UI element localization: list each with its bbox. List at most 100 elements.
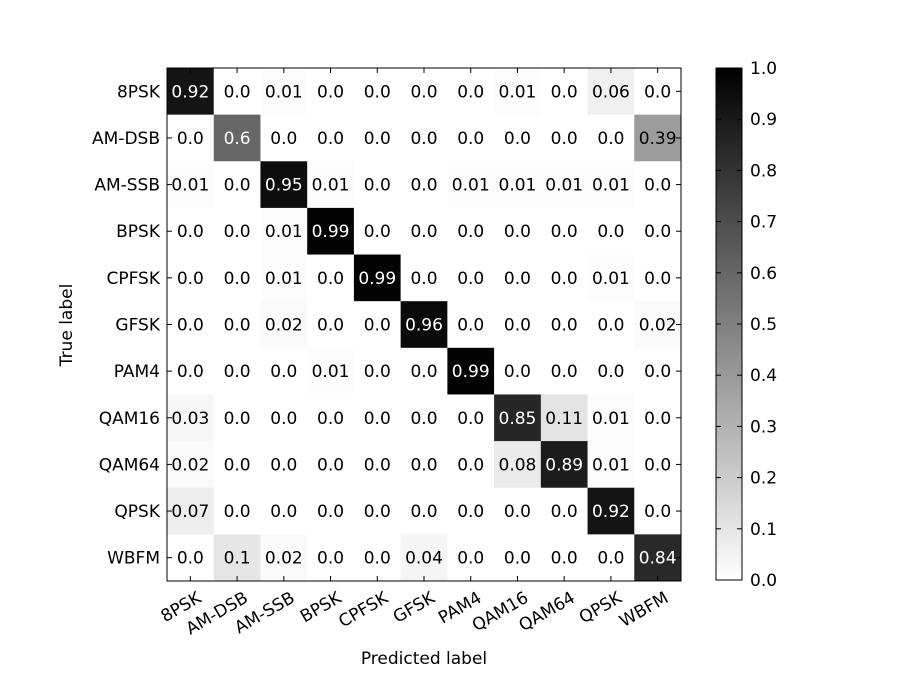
cell-value-label: 0.0 [504,502,531,522]
cell-value-label: 0.0 [270,362,297,382]
heatmap-cell [494,254,542,302]
cell-value-label: 0.0 [457,409,484,429]
heatmap-cell [494,207,542,256]
cell-value-label: 0.0 [551,362,578,382]
heatmap-cell [634,301,682,349]
cell-value-label: 0.0 [270,455,297,475]
heatmap-cell [307,68,355,116]
cell-value-label: 0.01 [499,82,537,102]
cell-value-label: 0.0 [410,129,437,149]
cell-value-label: 0.0 [410,362,437,382]
heatmap-cell [213,207,261,256]
heatmap-cell [307,114,355,162]
heatmap-cell [587,441,635,489]
heatmap-cell [494,394,542,442]
cell-value-label: 0.0 [410,222,437,242]
heatmap-cell [260,394,308,442]
cell-value-label: 0.0 [317,549,344,569]
cell-value-label: 0.84 [639,549,677,569]
cell-value-label: 0.0 [177,222,204,242]
cell-value-label: 0.0 [317,269,344,289]
cell-value-label: 0.0 [644,176,671,196]
heatmap-cell [167,487,215,535]
cell-value-label: 0.0 [597,549,624,569]
cell-value-label: 0.0 [597,129,624,149]
cell-value-label: 0.0 [317,455,344,475]
heatmap-cell [260,114,308,162]
cell-value-labels: 0.92 0.0 0.01 0.0 0.0 0.0 0.0 0.01 0.0 0.06 0.0 0.0… [171,82,676,568]
cell-value-label: 0.89 [545,455,583,475]
cell-value-label: 0.0 [457,502,484,522]
cell-value-label: 0.0 [551,316,578,336]
cell-value-label: 0.01 [592,409,630,429]
heatmap-cell [353,207,402,256]
cell-value-label: 0.0 [317,316,344,336]
heatmap-cell [400,487,448,535]
cell-value-label: 0.0 [364,502,391,522]
heatmap-cell [353,68,402,116]
heatmap-cell [540,441,589,489]
cell-value-label: 0.0 [270,129,297,149]
y-axis-label: True label [57,284,77,368]
y-axis-ticks: 8PSK AM-DSB AM-SSB BPSK CPFSK GFSK PAM4 QAM16 QA… [92,82,681,569]
heatmap-cell [400,534,448,582]
heatmap-cell [213,301,261,349]
colorbar-tick-label: 0.9 [750,110,777,130]
heatmap-cell [353,394,402,442]
cell-value-label: 0.0 [270,502,297,522]
cell-value-label: 0.01 [592,455,630,475]
cell-value-label: 0.0 [364,82,391,102]
y-tick-label: 8PSK [117,82,161,102]
heatmap-cell [447,207,495,256]
heatmap-cell [447,161,495,209]
heatmap-cell [260,301,308,349]
heatmap-cell [307,347,355,395]
cell-value-label: 0.0 [457,269,484,289]
cell-value-label: 0.0 [224,269,251,289]
cell-value-label: 0.01 [171,176,209,196]
cell-value-label: 0.0 [317,409,344,429]
y-tick-label: QAM16 [99,409,160,429]
heatmap-cells [167,68,682,582]
heatmap-cell [353,534,402,582]
x-tick-label: QPSK [576,588,626,629]
cell-value-label: 0.0 [551,502,578,522]
cell-value-label: 0.0 [224,316,251,336]
heatmap-cell [167,347,215,395]
cell-value-label: 0.96 [405,316,443,336]
heatmap-cell [167,301,215,349]
cell-value-label: 0.0 [177,316,204,336]
cell-value-label: 0.0 [457,129,484,149]
colorbar-ticks: 0.0 0.1 0.2 0.3 0.4 0.5 0.6 0.7 0.8 0.9 1.0 [716,59,777,591]
cell-value-label: 0.0 [551,82,578,102]
cell-value-label: 0.1 [224,549,251,569]
cell-value-label: 0.0 [551,129,578,149]
heatmap-cell [447,301,495,349]
heatmap-cell [447,487,495,535]
cell-value-label: 0.0 [597,362,624,382]
heatmap-cell [540,207,589,256]
colorbar-tick-label: 0.6 [750,264,777,284]
heatmap-cell [587,161,635,209]
colorbar-tick-label: 0.1 [750,520,777,540]
heatmap-cell [447,254,495,302]
cell-value-label: 0.0 [644,502,671,522]
cell-value-label: 0.0 [410,409,437,429]
heatmap-cell [400,301,448,349]
heatmap-cell [634,68,682,116]
cell-value-label: 0.0 [177,129,204,149]
heatmap-cell [400,254,448,302]
cell-value-label: 0.0 [224,502,251,522]
heatmap-cell [447,347,495,395]
heatmap-cell [260,441,308,489]
y-tick-label: WBFM [107,549,160,569]
cell-value-label: 0.0 [504,269,531,289]
y-tick-label: AM-SSB [94,176,160,196]
cell-value-label: 0.0 [224,362,251,382]
heatmap-cell [634,534,682,582]
heatmap-cell [540,301,589,349]
cell-value-label: 0.04 [405,549,443,569]
cell-value-label: 0.95 [265,176,303,196]
heatmap-cell [307,254,355,302]
colorbar-tick-label: 0.8 [750,161,777,181]
